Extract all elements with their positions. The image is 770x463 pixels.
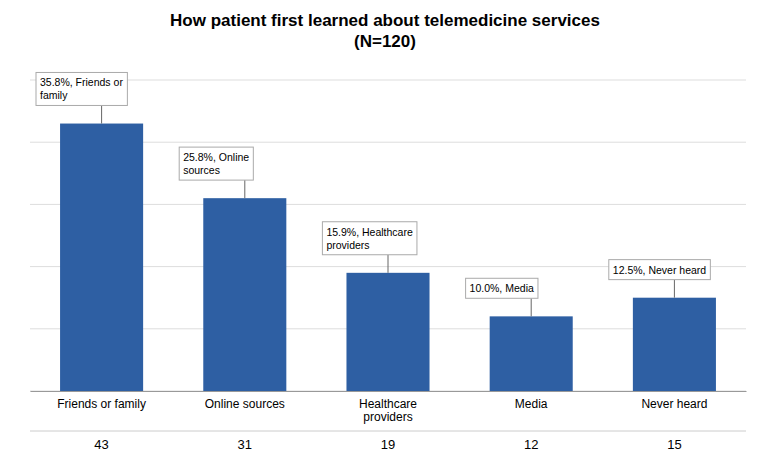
bars bbox=[60, 124, 716, 391]
annotation-box bbox=[466, 278, 538, 298]
bar bbox=[633, 298, 716, 391]
annotation-text: 35.8%, Friends orfamily bbox=[40, 76, 123, 101]
annotation-box bbox=[179, 147, 253, 180]
annotation: 10.0%, Media bbox=[466, 278, 538, 316]
annotation: 12.5%, Never heard bbox=[609, 260, 711, 298]
separator bbox=[30, 431, 746, 432]
tick: Healthcareproviders bbox=[359, 397, 417, 425]
annotation-box bbox=[322, 222, 417, 255]
x-axis: Friends or family Online sources Healthcar… bbox=[31, 392, 747, 425]
data-label: 19 bbox=[381, 437, 395, 452]
grid-line bbox=[30, 80, 746, 81]
annotation-text: 15.9%, Healthcareproviders bbox=[326, 226, 413, 251]
annotation-leader bbox=[388, 255, 389, 273]
data-label: 31 bbox=[238, 437, 252, 452]
data-label: 43 bbox=[94, 437, 108, 452]
data-label: 15 bbox=[667, 437, 681, 452]
annotation-leader bbox=[244, 180, 245, 198]
tick-label: Healthcareproviders bbox=[359, 397, 417, 425]
tick-label: Friends or family bbox=[57, 397, 146, 411]
chart: How patient first learned about telemedi… bbox=[0, 0, 770, 463]
annotation: 15.9%, Healthcareproviders bbox=[322, 222, 417, 273]
annotation-leader bbox=[674, 280, 675, 298]
bar bbox=[346, 273, 429, 391]
annotations: 35.8%, Friends orfamily 25.8%, Onlinesour… bbox=[36, 72, 710, 316]
title: How patient first learned about telemedi… bbox=[170, 11, 600, 51]
annotation: 25.8%, Onlinesources bbox=[179, 147, 253, 198]
annotation-leader bbox=[101, 105, 102, 123]
annotation-text: 10.0%, Media bbox=[470, 282, 534, 294]
axis-line bbox=[31, 391, 747, 392]
annotation-text: 25.8%, Onlinesources bbox=[183, 151, 249, 176]
annotation: 35.8%, Friends orfamily bbox=[36, 72, 127, 123]
tick: Never heard bbox=[641, 397, 707, 411]
tick: Media bbox=[515, 397, 548, 411]
annotation-leader bbox=[531, 298, 532, 316]
bar bbox=[490, 316, 573, 391]
data-label: 12 bbox=[524, 437, 538, 452]
annotation-text: 12.5%, Never heard bbox=[613, 264, 707, 276]
tick: Online sources bbox=[205, 397, 285, 411]
annotation-box bbox=[609, 260, 711, 280]
bar bbox=[60, 124, 143, 391]
plot: Friends or family Online sources Healthcar… bbox=[30, 72, 747, 452]
bar bbox=[203, 198, 286, 391]
annotation-box bbox=[36, 72, 127, 105]
tick-label: Media bbox=[515, 397, 548, 411]
grid bbox=[30, 80, 746, 391]
tick-label: Never heard bbox=[641, 397, 707, 411]
tick: Friends or family bbox=[57, 397, 146, 411]
data-labels: 43 31 19 12 15 bbox=[94, 437, 681, 452]
tick-label: Online sources bbox=[205, 397, 285, 411]
